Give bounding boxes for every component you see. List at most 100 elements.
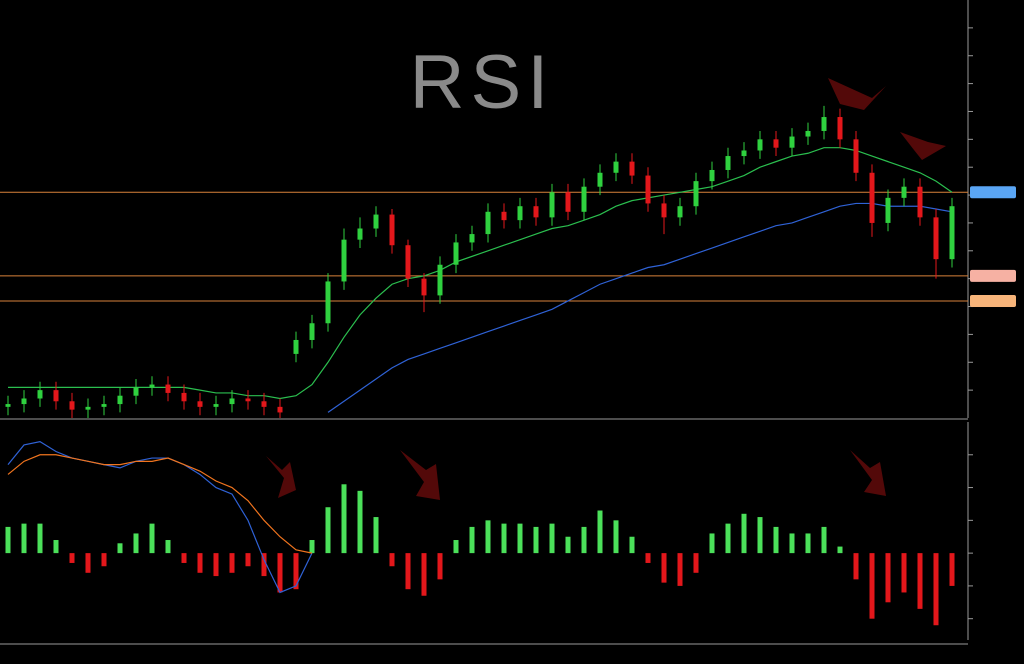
histogram-bar [565,536,571,554]
histogram-bar [437,553,443,580]
histogram-bar [229,553,235,573]
candle-body [165,384,171,393]
candle-body [341,239,347,282]
histogram-bar [293,553,299,590]
candle-body [261,401,267,407]
candle-body [405,245,411,279]
histogram-bar [133,533,139,554]
candle-body [437,264,443,296]
candle-body [501,211,507,221]
candle-body [357,228,363,240]
candle-body [741,150,747,157]
histogram-bar [405,553,411,590]
candle-body [789,136,795,148]
candle-body [725,156,731,170]
candle-body [37,390,43,399]
candle-body [453,242,459,265]
histogram-bar [101,553,107,567]
arrow [828,78,886,110]
histogram-bar [693,553,699,573]
histogram-bar [485,520,491,554]
histogram-bar [21,523,27,554]
histogram-bar [917,553,923,609]
candle-body [197,401,203,407]
candle-body [69,401,75,410]
histogram-bar [37,523,43,554]
histogram-bar [677,553,683,586]
candle-body [805,130,811,137]
histogram-bar [197,553,203,573]
candle-body [917,186,923,218]
candle-body [661,203,667,218]
candle-body [373,214,379,229]
candle-body [693,181,699,207]
candle-body [933,217,939,260]
candle-body [517,206,523,221]
candle-body [757,139,763,151]
histogram-bar [869,553,875,619]
histogram-bar [933,553,939,626]
candle-body [485,211,491,235]
candle-body [597,172,603,187]
candle-body [421,278,427,296]
candle-body [229,398,235,405]
candle-body [149,384,155,388]
line-series [327,202,953,413]
histogram-bar [725,523,731,554]
candle-body [277,406,283,413]
candle-body [117,395,123,405]
histogram-bar [805,533,811,554]
candle-body [5,404,11,407]
histogram-bar [421,553,427,596]
candle-body [469,234,475,243]
candle-body [901,186,907,198]
histogram-bar [741,513,747,554]
candle-body [949,206,955,260]
histogram-bar [373,517,379,554]
candle-body [85,406,91,410]
histogram-bar [901,553,907,593]
histogram-bar [597,510,603,554]
line-series [7,441,313,594]
histogram-bar [53,540,59,554]
histogram-bar [325,507,331,554]
candle-body [21,398,27,405]
candle-body [613,161,619,173]
candle-body [213,404,219,407]
histogram-bar [645,553,651,563]
histogram-bar [181,553,187,563]
arrow [266,456,296,498]
histogram-bar [69,553,75,563]
histogram-bar [709,533,715,554]
histogram-bar [117,543,123,554]
candle-body [869,172,875,223]
candle-body [773,139,779,148]
histogram-bar [501,523,507,554]
candle-body [837,117,843,140]
candle-body [853,139,859,173]
level-tag [970,186,1016,199]
histogram-bar [549,523,555,554]
histogram-bar [661,553,667,583]
candle-body [549,192,555,218]
histogram-bar [453,540,459,554]
histogram-bar [837,546,843,554]
histogram-bar [149,523,155,554]
line-series [7,454,313,554]
candle-body [181,392,187,402]
histogram-bar [533,526,539,554]
arrow [400,450,440,500]
candle-body [581,186,587,212]
histogram-bar [517,523,523,554]
candle-body [677,206,683,218]
candle-body [133,387,139,396]
histogram-bar [165,540,171,554]
histogram-bar [789,533,795,554]
histogram-bar [853,553,859,580]
histogram-bar [581,526,587,554]
histogram-bar [757,517,763,554]
candle-body [53,390,59,402]
candle-body [325,281,331,324]
candle-body [533,206,539,218]
